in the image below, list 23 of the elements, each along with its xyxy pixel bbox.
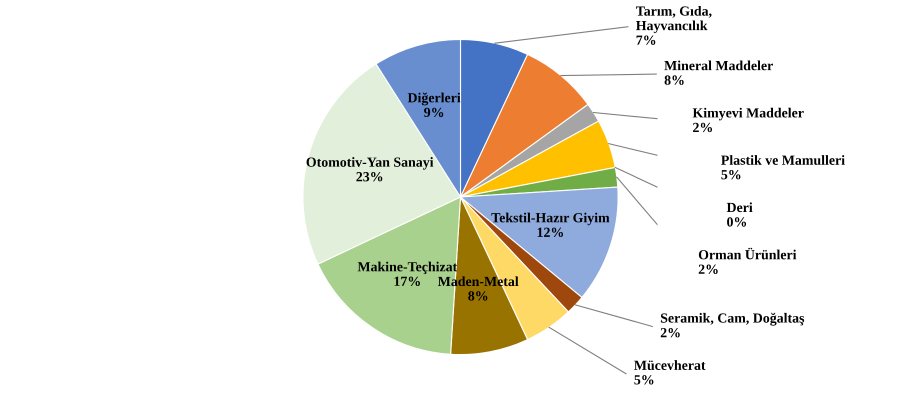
slice-label: Mineral Maddeler bbox=[664, 60, 773, 70]
data-label: 5% bbox=[634, 375, 654, 385]
data-label: 7% bbox=[636, 35, 656, 45]
data-label: 9% bbox=[424, 108, 444, 118]
slice-label: Orman Ürünleri bbox=[698, 248, 796, 260]
slice-label: Kimyevi Maddeler bbox=[692, 108, 804, 120]
data-label: 5% bbox=[721, 170, 740, 180]
data-label: 2% bbox=[698, 264, 718, 274]
data-label: 2% bbox=[693, 122, 712, 132]
category-label: Deri bbox=[726, 202, 753, 212]
data-label: 12% bbox=[538, 228, 564, 238]
slice-label: Otomotiv-Yan Sanayi bbox=[306, 157, 434, 170]
slice-label: Tekstil-Hazır Giyim bbox=[491, 212, 610, 226]
slice-label: Mücevherat bbox=[634, 360, 706, 370]
slice-label: Seramik, Cam, Doğaltaş bbox=[660, 312, 804, 326]
slice-label: Tarım, Gıda, Hayvancılık bbox=[636, 6, 712, 34]
data-label: 8% bbox=[468, 291, 488, 301]
data-label: 23% bbox=[356, 172, 382, 182]
data-label: 2% bbox=[660, 328, 680, 338]
text: 0% bbox=[727, 217, 746, 227]
slice-label: Plastik ve Mamulleri bbox=[721, 155, 845, 165]
data-label: 8% bbox=[664, 75, 684, 85]
data-label: 17% bbox=[394, 276, 420, 286]
